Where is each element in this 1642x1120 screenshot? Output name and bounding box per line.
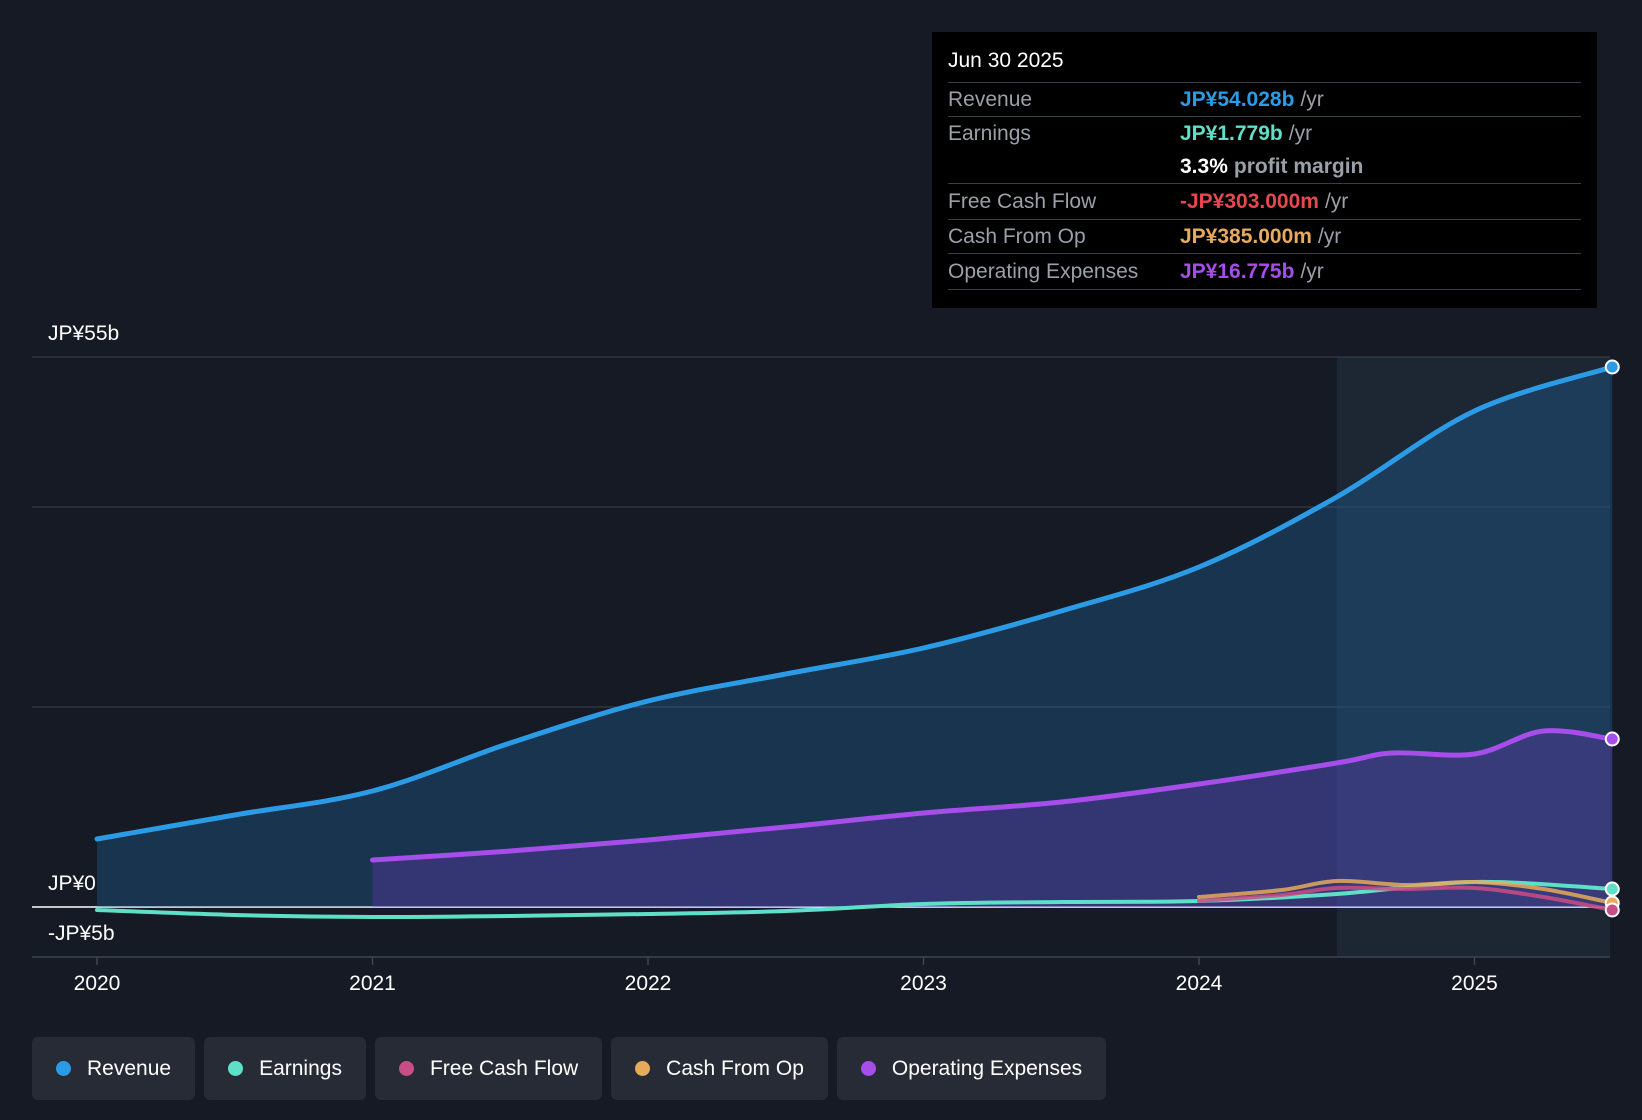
legend-item-earnings[interactable]: Earnings bbox=[204, 1037, 366, 1100]
line-revenue bbox=[94, 364, 1615, 842]
tooltip-date: Jun 30 2025 bbox=[948, 46, 1581, 83]
tooltip-value: JP¥54.028b bbox=[1180, 87, 1295, 111]
tooltip-label: Free Cash Flow bbox=[948, 189, 1097, 213]
tooltip-row-earnings: Earnings JP¥1.779b /yr bbox=[948, 117, 1581, 150]
tooltip-row-free-cash-flow: Free Cash Flow -JP¥303.000m /yr bbox=[948, 184, 1581, 220]
y-label-zero: JP¥0 bbox=[48, 872, 96, 895]
line-free_cash_flow bbox=[1197, 885, 1615, 912]
legend-item-operating-expenses[interactable]: Operating Expenses bbox=[836, 1037, 1107, 1100]
x-tick-label: 2021 bbox=[349, 972, 396, 995]
legend-label: Cash From Op bbox=[666, 1056, 804, 1080]
x-tick-label: 2022 bbox=[625, 972, 672, 995]
tooltip-row-operating-expenses: Operating Expenses JP¥16.775b /yr bbox=[948, 254, 1581, 290]
legend-item-cash-from-op[interactable]: Cash From Op bbox=[611, 1037, 828, 1100]
x-tick-label: 2025 bbox=[1451, 972, 1498, 995]
tooltip-unit: /yr bbox=[1300, 259, 1324, 283]
end-dot-operating_expenses bbox=[1604, 731, 1620, 747]
area-operating_expenses bbox=[372, 730, 1613, 907]
profit-margin-value: 3.3% bbox=[1180, 154, 1228, 178]
legend-label: Operating Expenses bbox=[891, 1056, 1083, 1080]
end-dot-earnings bbox=[1604, 881, 1620, 897]
revenue-dot-icon bbox=[56, 1061, 71, 1076]
x-tick-label: 2023 bbox=[900, 972, 947, 995]
profit-margin-text: profit margin bbox=[1233, 154, 1364, 178]
grid-lines bbox=[32, 356, 1610, 958]
tooltip-row-profit-margin: 3.3% profit margin bbox=[948, 150, 1581, 184]
line-cash_from_op bbox=[1197, 878, 1615, 905]
tooltip-value: JP¥1.779b bbox=[1180, 121, 1283, 145]
series-lines bbox=[94, 364, 1615, 920]
line-operating_expenses bbox=[370, 728, 1615, 863]
end-dots bbox=[1604, 359, 1620, 918]
x-axis-ticks: 2020 2021 2022 2023 2024 2025 bbox=[74, 957, 1498, 995]
end-dot-free_cash_flow bbox=[1604, 902, 1620, 918]
tooltip-row-revenue: Revenue JP¥54.028b /yr bbox=[948, 83, 1581, 117]
tooltip-value: -JP¥303.000m bbox=[1180, 189, 1319, 213]
x-tick-label: 2024 bbox=[1176, 972, 1223, 995]
tooltip-unit: /yr bbox=[1288, 121, 1313, 145]
legend-label: Earnings bbox=[259, 1056, 342, 1080]
tooltip-label: Earnings bbox=[948, 121, 1031, 145]
free-cash-flow-dot-icon bbox=[398, 1061, 414, 1076]
area-revenue bbox=[97, 367, 1613, 907]
end-dot-revenue bbox=[1604, 359, 1620, 375]
cash-from-op-dot-icon bbox=[635, 1061, 651, 1076]
highlight-band bbox=[1336, 357, 1610, 957]
x-tick-label: 2020 bbox=[74, 972, 121, 995]
earnings-dot-icon bbox=[228, 1061, 244, 1076]
tooltip-unit: /yr bbox=[1300, 87, 1324, 111]
tooltip-label: Cash From Op bbox=[948, 224, 1086, 248]
series-areas bbox=[97, 367, 1613, 907]
tooltip-row-cash-from-op: Cash From Op JP¥385.000m /yr bbox=[948, 220, 1581, 254]
tooltip-label: Operating Expenses bbox=[948, 259, 1139, 283]
tooltip-label: Revenue bbox=[948, 87, 1033, 111]
y-label-top: JP¥55b bbox=[48, 322, 119, 345]
legend-item-free-cash-flow[interactable]: Free Cash Flow bbox=[374, 1037, 603, 1100]
tooltip-unit: /yr bbox=[1317, 224, 1342, 248]
tooltip-value: JP¥16.775b bbox=[1180, 259, 1295, 283]
tooltip-panel: Jun 30 2025 Revenue JP¥54.028b /yr Earni… bbox=[932, 32, 1597, 308]
tooltip-unit: /yr bbox=[1324, 189, 1349, 213]
legend-item-revenue[interactable]: Revenue bbox=[32, 1037, 196, 1100]
legend-label: Revenue bbox=[87, 1056, 172, 1080]
operating-expenses-dot-icon bbox=[860, 1061, 876, 1076]
line-earnings bbox=[95, 879, 1615, 920]
legend-label: Free Cash Flow bbox=[429, 1056, 579, 1080]
y-label-bottom: -JP¥5b bbox=[48, 922, 115, 945]
tooltip-value: JP¥385.000m bbox=[1180, 224, 1312, 248]
legend: Revenue Earnings Free Cash Flow Cash Fro… bbox=[32, 1037, 1107, 1100]
